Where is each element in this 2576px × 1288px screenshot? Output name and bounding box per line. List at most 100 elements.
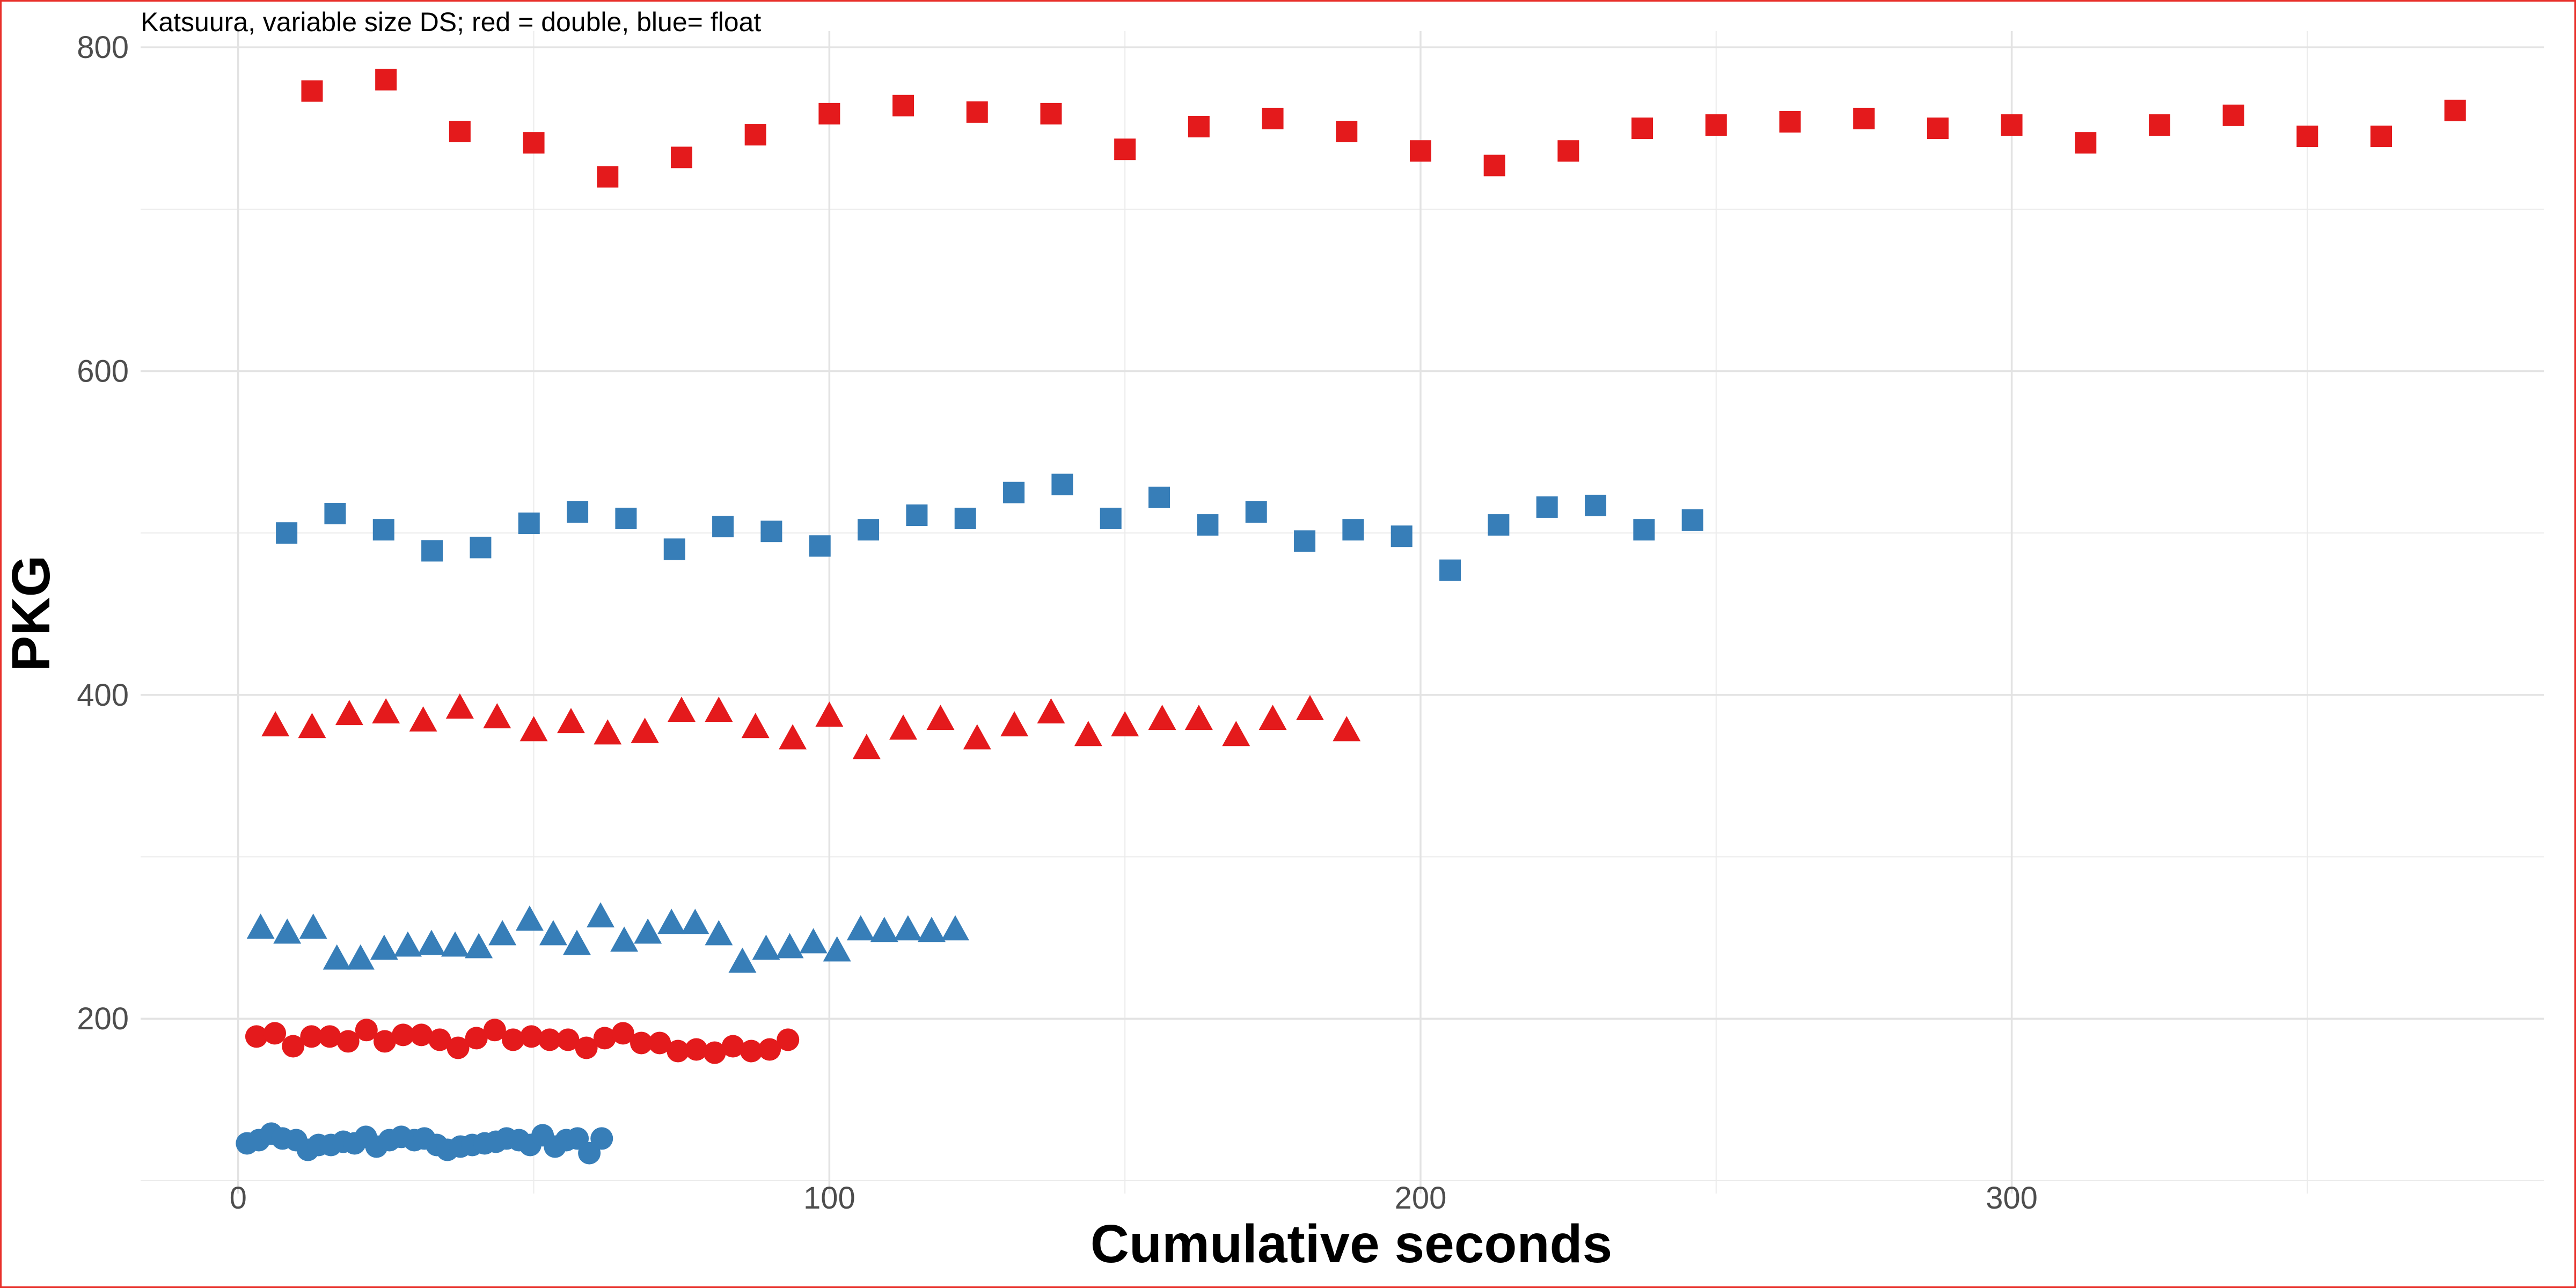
data-point-square: [1391, 525, 1413, 547]
data-point-triangle: [465, 933, 493, 958]
data-point-circle: [685, 1038, 708, 1061]
data-point-circle: [667, 1040, 690, 1063]
data-point-triangle: [775, 933, 804, 958]
x-axis-title: Cumulative seconds: [1091, 1214, 1613, 1274]
x-tick-label: 0: [230, 1181, 247, 1216]
y-tick-label: 200: [77, 1001, 129, 1036]
data-point-circle: [590, 1127, 613, 1150]
data-point-square: [1148, 486, 1170, 508]
data-point-square: [2222, 104, 2244, 126]
data-point-triangle: [941, 915, 970, 941]
data-point-circle: [758, 1038, 781, 1061]
data-point-circle: [611, 1022, 634, 1045]
data-point-square: [523, 132, 545, 154]
data-point-triangle: [823, 936, 851, 962]
data-point-triangle: [483, 703, 511, 729]
data-point-circle: [428, 1028, 451, 1051]
data-point-triangle: [488, 920, 517, 946]
data-point-triangle: [681, 909, 709, 934]
data-point-circle: [336, 1030, 360, 1053]
data-point-triangle: [372, 698, 400, 724]
data-point-square: [1681, 509, 1703, 531]
data-point-square: [1336, 121, 1358, 143]
data-point-square: [670, 147, 692, 169]
data-point-circle: [630, 1031, 653, 1055]
data-point-triangle: [393, 931, 422, 957]
data-point-circle: [557, 1028, 580, 1051]
data-point-square: [518, 513, 540, 535]
data-point-square: [1040, 103, 1062, 125]
data-point-circle: [502, 1028, 525, 1051]
x-tick-label: 300: [1986, 1181, 2038, 1216]
data-point-triangle: [594, 719, 622, 745]
data-point-square: [301, 80, 323, 102]
data-point-triangle: [917, 917, 946, 942]
data-point-square: [1488, 514, 1510, 536]
data-point-square: [1585, 494, 1607, 516]
y-tick-label: 600: [77, 354, 129, 389]
data-point-triangle: [335, 700, 363, 726]
data-point-triangle: [562, 930, 591, 955]
data-point-square: [372, 519, 394, 541]
data-point-circle: [392, 1023, 415, 1046]
data-point-square: [2075, 132, 2097, 154]
data-point-square: [1409, 140, 1431, 162]
data-point-circle: [264, 1022, 287, 1045]
data-point-triangle: [870, 917, 898, 942]
data-point-triangle: [515, 905, 544, 931]
data-point-square: [760, 521, 782, 543]
data-point-square: [1245, 501, 1267, 523]
data-point-circle: [483, 1019, 506, 1042]
data-point-triangle: [409, 706, 437, 732]
data-point-square: [1536, 496, 1558, 518]
data-point-triangle: [963, 724, 991, 750]
data-point-square: [375, 69, 397, 91]
data-point-square: [1100, 508, 1122, 530]
data-point-square: [597, 166, 619, 188]
data-point-triangle: [752, 934, 780, 960]
data-point-circle: [465, 1027, 488, 1050]
data-point-triangle: [610, 926, 639, 952]
data-point-triangle: [1148, 705, 1176, 730]
data-point-square: [324, 502, 346, 524]
data-point-triangle: [519, 716, 548, 742]
data-point-square: [1003, 481, 1025, 503]
data-point-square: [2001, 114, 2023, 136]
data-point-triangle: [705, 697, 733, 722]
data-point-circle: [777, 1028, 800, 1051]
data-point-square: [744, 124, 766, 146]
grid-lines: [141, 31, 2544, 1194]
data-point-triangle: [1258, 705, 1287, 730]
data-point-square: [1853, 107, 1875, 129]
data-point-square: [276, 522, 298, 544]
data-point-triangle: [557, 708, 585, 734]
x-tick-label: 200: [1395, 1181, 1447, 1216]
data-point-triangle: [1296, 695, 1324, 721]
data-point-triangle: [1184, 705, 1213, 730]
data-point-triangle: [261, 711, 290, 737]
data-point-square: [1705, 114, 1727, 136]
data-point-square: [1294, 530, 1316, 552]
y-tick-label: 400: [77, 678, 129, 713]
data-point-triangle: [273, 918, 302, 944]
data-point-triangle: [1037, 698, 1065, 724]
data-point-circle: [318, 1025, 341, 1048]
data-point-square: [1439, 559, 1461, 581]
data-point-square: [1631, 118, 1653, 140]
data-point-square: [1188, 115, 1210, 137]
data-point-circle: [245, 1025, 268, 1048]
data-point-triangle: [1333, 716, 1361, 742]
data-point-triangle: [631, 718, 659, 743]
data-point-triangle: [346, 944, 375, 970]
data-point-circle: [740, 1040, 763, 1063]
x-tick-label: 100: [803, 1181, 855, 1216]
data-point-triangle: [246, 913, 275, 939]
data-point-square: [567, 501, 589, 523]
data-point-triangle: [299, 913, 327, 939]
data-point-triangle: [852, 734, 881, 759]
data-point-triangle: [1000, 711, 1029, 737]
data-point-square: [2370, 126, 2392, 148]
data-point-square: [663, 538, 685, 560]
